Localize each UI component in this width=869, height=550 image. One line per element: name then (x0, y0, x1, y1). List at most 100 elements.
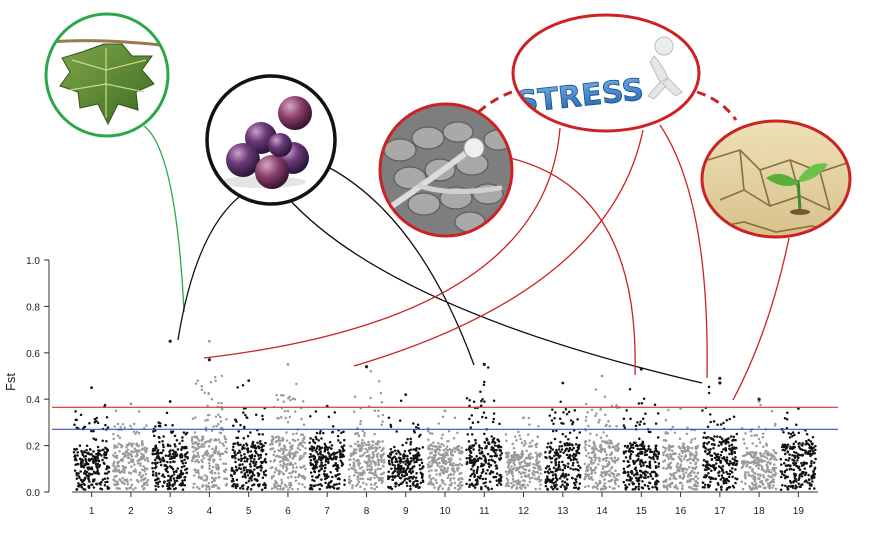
snp-point (129, 486, 133, 489)
snp-point (75, 426, 79, 429)
snp-point (676, 462, 679, 465)
snp-point (494, 475, 498, 479)
snp-point (753, 434, 756, 437)
snp-point (194, 382, 198, 385)
snp-point (294, 462, 297, 465)
snp-point (725, 461, 729, 464)
snp-point (638, 437, 641, 441)
snp-point (509, 460, 512, 464)
snp-point (158, 440, 161, 444)
snp-point (552, 466, 556, 470)
snp-point (601, 465, 605, 468)
snp-point (217, 422, 220, 426)
snp-point (392, 470, 396, 474)
snp-point (283, 483, 287, 487)
snp-point (399, 468, 403, 471)
snp-point (585, 415, 588, 419)
snp-point (400, 482, 403, 485)
snp-point (87, 486, 91, 490)
snp-point (408, 461, 412, 464)
snp-point (257, 445, 260, 448)
snp-point (592, 442, 596, 446)
snp-point (718, 470, 721, 474)
snp-point (681, 484, 684, 487)
snp-point (753, 478, 757, 481)
snp-point (512, 459, 516, 463)
snp-point (103, 483, 107, 487)
snp-point (649, 474, 653, 478)
snp-point (93, 417, 97, 421)
x-tick-label: 14 (596, 506, 608, 517)
snp-point (198, 487, 201, 490)
snp-point (334, 474, 337, 477)
snp-point (203, 391, 206, 394)
snp-point (551, 429, 555, 433)
snp-point (809, 440, 812, 443)
snp-point (83, 450, 87, 454)
snp-point (407, 463, 411, 466)
snp-point (137, 410, 141, 413)
snp-point (207, 444, 211, 448)
snp-point (479, 474, 483, 478)
snp-point (629, 417, 632, 421)
snp-point (573, 409, 577, 412)
snp-point (814, 457, 817, 461)
snp-point (230, 469, 233, 472)
snp-point (439, 484, 442, 487)
snp-point (628, 447, 631, 451)
snp-point (806, 481, 809, 484)
snp-point (761, 467, 764, 470)
snp-point (452, 436, 456, 440)
snp-point (526, 462, 530, 465)
snp-point (311, 478, 314, 482)
snp-point (154, 458, 157, 462)
snp-point (473, 486, 477, 489)
snp-point (166, 482, 169, 486)
snp-point (124, 450, 128, 453)
snp-point (484, 477, 487, 481)
snp-point (104, 423, 107, 427)
snp-point (680, 460, 683, 463)
stress-link-right (696, 90, 738, 121)
snp-point (132, 463, 136, 466)
snp-point (181, 462, 185, 465)
snp-point (213, 471, 217, 475)
snp-point (366, 477, 370, 481)
grape-berries-icon (218, 96, 312, 189)
snp-point (339, 441, 342, 444)
snp-point (702, 442, 705, 445)
snp-point (134, 486, 137, 490)
snp-point (534, 451, 538, 455)
snp-point (369, 476, 373, 480)
snp-point (414, 485, 418, 488)
snp-point (78, 457, 82, 461)
snp-point (284, 469, 288, 472)
snp-point (674, 452, 677, 456)
snp-point (220, 374, 224, 378)
snp-point (304, 451, 307, 455)
snp-point (450, 453, 453, 457)
snp-point (655, 480, 659, 484)
snp-point (327, 415, 331, 419)
snp-point (312, 447, 316, 450)
snp-point (283, 454, 287, 458)
snp-point (337, 477, 341, 480)
snp-point (583, 485, 587, 489)
snp-point (333, 483, 336, 487)
snp-point (349, 479, 353, 483)
snp-point (158, 422, 162, 425)
x-ticks: 1 2 3 4 5 6 7 8 9 10 11 12 13 14 15 16 17 18 19 (89, 492, 804, 517)
snp-point (171, 423, 174, 427)
snp-point (192, 482, 196, 486)
snp-point (356, 478, 359, 481)
snp-point (681, 451, 684, 454)
snp-point (785, 418, 789, 421)
connector-stress-5 (732, 237, 790, 401)
snp-point (578, 482, 582, 485)
snp-point (482, 383, 486, 387)
snp-point (637, 485, 641, 488)
snp-point (595, 448, 598, 451)
snp-point (282, 472, 286, 476)
snp-point (308, 441, 311, 444)
snp-point (294, 450, 298, 454)
